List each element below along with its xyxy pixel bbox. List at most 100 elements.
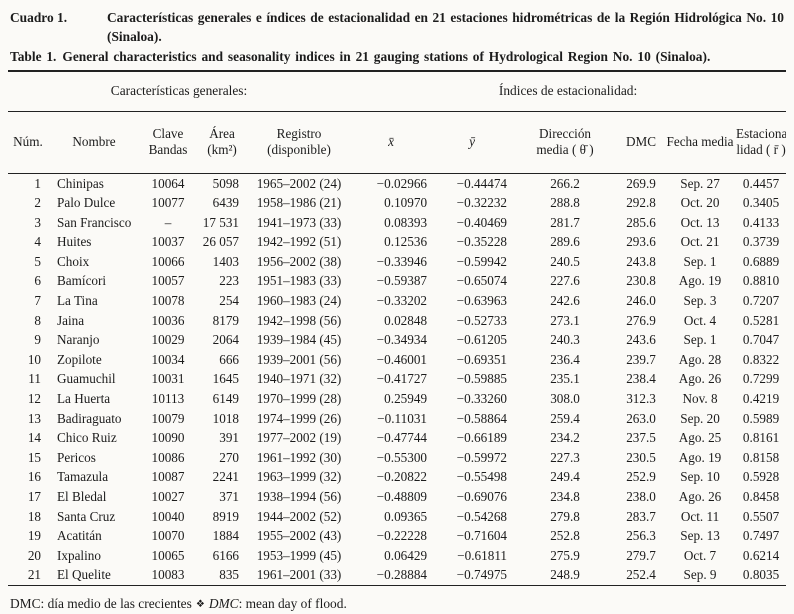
table-cell: 0.6214 bbox=[742, 547, 780, 563]
table-cell: Choix bbox=[57, 253, 90, 269]
table-cell: −0.61205 bbox=[456, 332, 508, 348]
table-cell: Sep. 9 bbox=[683, 567, 717, 583]
table-cell: 1956–2002 (38) bbox=[256, 253, 342, 269]
table-cell: −0.52733 bbox=[456, 312, 508, 328]
table-cell: 9 bbox=[34, 332, 41, 348]
table-cell: 10057 bbox=[151, 273, 185, 289]
table-cell: 10113 bbox=[151, 391, 185, 407]
table-cell: 10083 bbox=[151, 567, 185, 583]
table-cell: 1961–2001 (33) bbox=[256, 567, 342, 583]
table-cell: 273.1 bbox=[550, 312, 580, 328]
table-cell: 1944–2002 (52) bbox=[256, 508, 342, 524]
table-cell: 1977–2002 (19) bbox=[256, 430, 342, 446]
table-cell: 1 bbox=[34, 175, 41, 191]
table-cell: 279.8 bbox=[550, 508, 580, 524]
table-cell: Sep. 1 bbox=[683, 332, 717, 348]
table-cell: 234.2 bbox=[550, 430, 580, 446]
table-cell: 10077 bbox=[151, 195, 185, 211]
table-cell: −0.69351 bbox=[456, 351, 508, 367]
table-cell: 1018 bbox=[212, 410, 239, 426]
table-cell: 10031 bbox=[151, 371, 185, 387]
column-header: Nombre bbox=[48, 111, 140, 174]
table-cell: −0.28884 bbox=[376, 567, 428, 583]
table-cell: Santa Cruz bbox=[57, 508, 116, 524]
table-row: 14 Chico Ruiz 10090 391 1977–2002 (19) −0.477… bbox=[8, 428, 786, 448]
table-cell: 16 bbox=[27, 469, 41, 485]
table-cell: 1953–1999 (45) bbox=[256, 547, 342, 563]
table-row: 8 Jaina 10036 8179 1942–1998 (56) 0.02848 −0.5… bbox=[8, 311, 786, 331]
table-cell: 666 bbox=[219, 351, 239, 367]
table-cell: La Tina bbox=[57, 293, 98, 309]
table-cell: −0.11031 bbox=[377, 410, 428, 426]
table-cell: 1939–1984 (45) bbox=[256, 332, 342, 348]
table-cell: Ago. 25 bbox=[678, 430, 722, 446]
table-row: 17 El Bledal 10027 371 1938–1994 (56) −0.4880… bbox=[8, 487, 786, 507]
table-cell: 10037 bbox=[151, 234, 185, 250]
table-cell: 281.7 bbox=[550, 214, 580, 230]
table-cell: 14 bbox=[27, 430, 41, 446]
table-cell: 6149 bbox=[212, 391, 239, 407]
table-cell: 10029 bbox=[151, 332, 185, 348]
table-cell: 10064 bbox=[151, 175, 185, 191]
table-cell: Zopilote bbox=[57, 351, 102, 367]
table-cell: Huites bbox=[57, 234, 92, 250]
table-cell: 283.7 bbox=[626, 508, 656, 524]
table-row: 6 Bamícori 10057 223 1951–1983 (33) −0.59387 −… bbox=[8, 271, 786, 291]
table-cell: Chico Ruiz bbox=[57, 430, 117, 446]
table-row: 13 Badiraguato 10079 1018 1974–1999 (26) −0.1… bbox=[8, 409, 786, 429]
table-cell: 259.4 bbox=[550, 410, 580, 426]
diamond-icon: ❖ bbox=[195, 598, 205, 610]
table-cell: Oct. 7 bbox=[683, 547, 717, 563]
table-cell: San Francisco bbox=[57, 214, 132, 230]
table-cell: 1940–1971 (32) bbox=[256, 371, 342, 387]
table-cell: 10 bbox=[27, 351, 41, 367]
table-cell: 0.3405 bbox=[742, 195, 780, 211]
table-row: 21 El Quelite 10083 835 1961–2001 (33) −0.288… bbox=[8, 565, 786, 585]
table-cell: 0.10970 bbox=[384, 195, 428, 211]
footnote-english-rest: : mean day of flood. bbox=[238, 595, 347, 611]
table-cell: 1955–2002 (43) bbox=[256, 528, 342, 544]
table-cell: Oct. 21 bbox=[680, 234, 720, 250]
table-cell: 18 bbox=[27, 508, 41, 524]
table-row: 9 Naranjo 10029 2064 1939–1984 (45) −0.34934 −… bbox=[8, 330, 786, 350]
table-cell: Sep. 27 bbox=[680, 175, 720, 191]
table-cell: 1974–1999 (26) bbox=[256, 410, 342, 426]
table-cell: 11 bbox=[28, 371, 41, 387]
column-header: ȳ bbox=[432, 111, 513, 174]
table-cell: 256.3 bbox=[626, 528, 656, 544]
table-cell: −0.59942 bbox=[456, 253, 508, 269]
caption-english-text: General characteristics and seasonality … bbox=[62, 48, 711, 64]
table-cell: 10070 bbox=[151, 528, 185, 544]
table-cell: 1965–2002 (24) bbox=[256, 175, 342, 191]
table-cell: 10027 bbox=[151, 489, 185, 504]
table-cell: Jaina bbox=[57, 312, 85, 328]
table-cell: 237.5 bbox=[626, 430, 656, 446]
caption-spanish-label: Cuadro 1. bbox=[10, 10, 68, 25]
group-header-row: Características generales: Índices de es… bbox=[8, 70, 787, 112]
column-header-row: Núm. Nombre Clave Bandas Área (km²) Registro… bbox=[8, 111, 787, 174]
table-cell: −0.33202 bbox=[376, 293, 428, 309]
table-cell: 371 bbox=[219, 489, 239, 504]
group-header-general: Características generales: bbox=[8, 70, 351, 112]
table-row: 15 Pericos 10086 270 1961–1992 (30) −0.55300 −… bbox=[8, 448, 786, 468]
table-cell: 8919 bbox=[212, 508, 239, 524]
table-cell: 1941–1973 (33) bbox=[256, 214, 342, 230]
column-header: Dirección media ( θ̄ ) bbox=[512, 111, 619, 174]
table-cell: 0.7497 bbox=[742, 528, 780, 544]
table-cell: 254 bbox=[219, 293, 239, 309]
table-cell: Ixpalino bbox=[57, 547, 101, 563]
table-cell: 5 bbox=[34, 253, 41, 269]
table-cell: 1403 bbox=[212, 253, 239, 269]
table-row: 10 Zopilote 10034 666 1939–2001 (56) −0.46001… bbox=[8, 350, 786, 370]
table-cell: Ago. 26 bbox=[678, 489, 722, 504]
table-cell: 0.4219 bbox=[742, 391, 780, 407]
column-header: Estaciona lidad ( r̄ ) bbox=[736, 111, 787, 174]
table-cell: Naranjo bbox=[57, 332, 100, 348]
table-cell: 1942–1998 (56) bbox=[256, 312, 342, 328]
column-header: Fecha media bbox=[664, 111, 737, 174]
table-cell: −0.35228 bbox=[456, 234, 508, 250]
table-cell: −0.61811 bbox=[457, 547, 508, 563]
table-cell: 0.12536 bbox=[384, 234, 428, 250]
table-cell: 248.9 bbox=[550, 567, 580, 583]
table-cell: Sep. 1 bbox=[683, 253, 717, 269]
